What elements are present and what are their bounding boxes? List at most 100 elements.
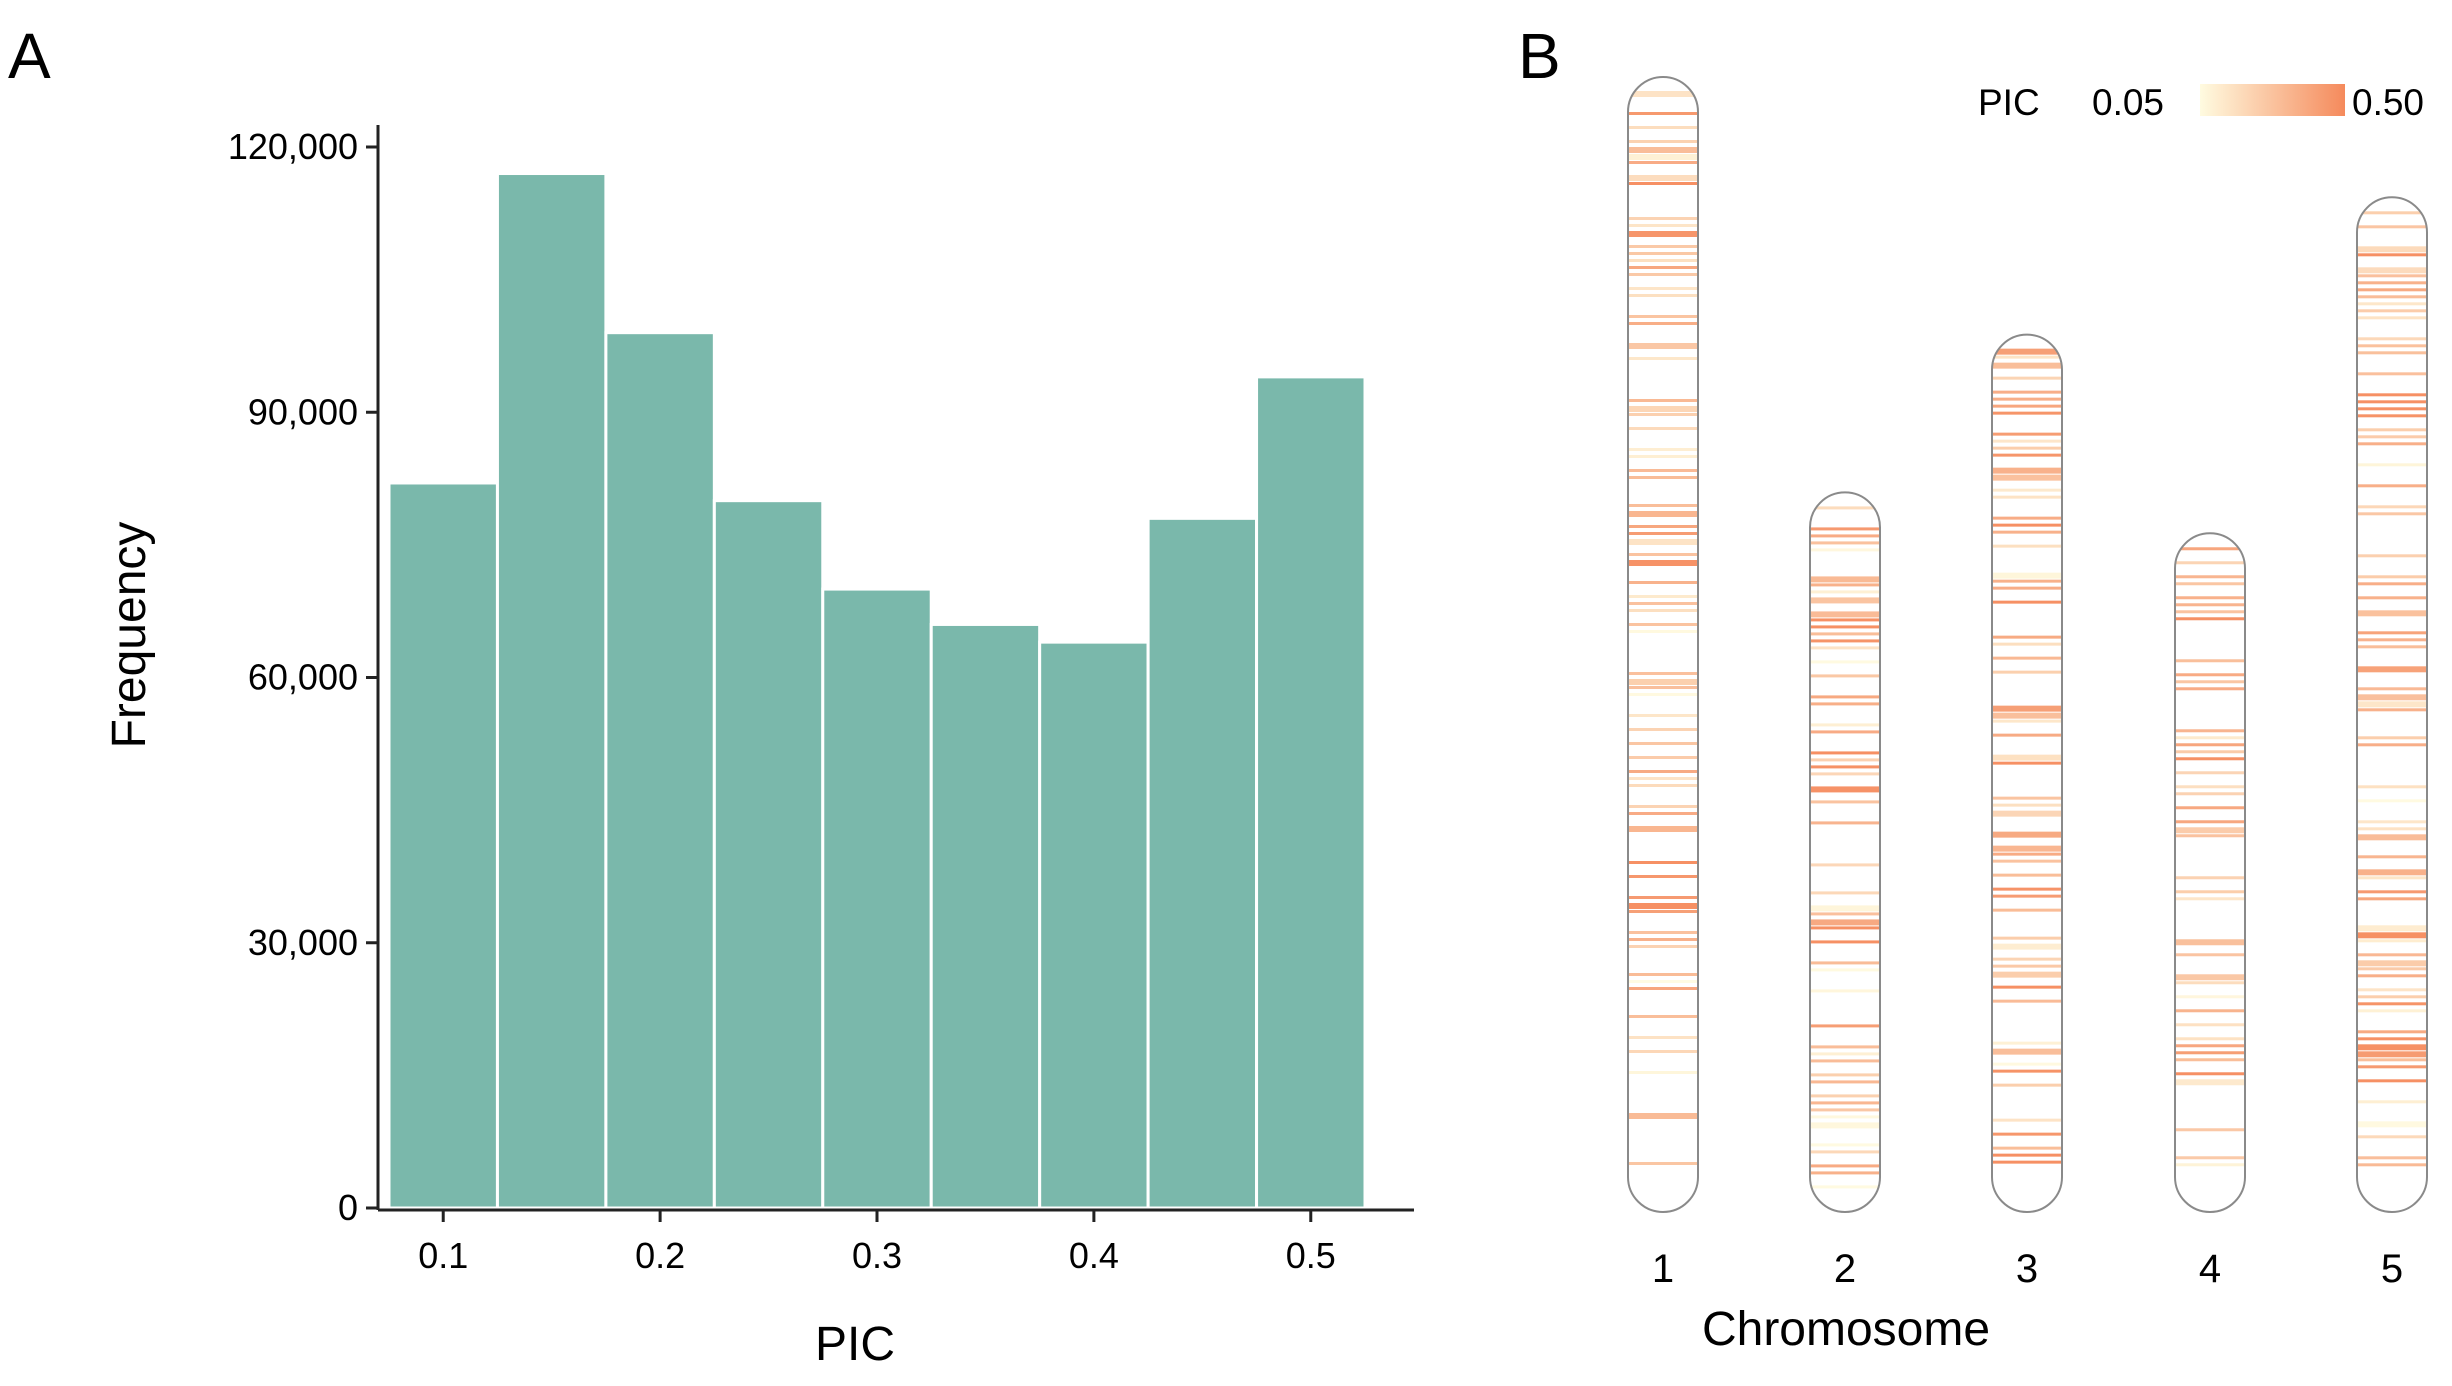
pic-band	[2357, 554, 2427, 558]
pic-band	[1992, 488, 2062, 492]
pic-band	[1992, 796, 2062, 800]
pic-band	[1810, 548, 1880, 552]
pic-band	[1628, 294, 1698, 297]
pic-band	[1810, 772, 1880, 776]
pic-band	[2357, 1009, 2427, 1013]
pic-band	[1810, 632, 1880, 636]
chromosome-3: 3	[1991, 333, 2063, 1291]
pic-band	[2357, 1156, 2427, 1160]
pic-band	[2175, 1023, 2245, 1027]
chromosome-outline	[1991, 333, 2063, 1213]
pic-band	[2175, 1058, 2245, 1062]
pic-band	[2357, 820, 2427, 824]
pic-band	[2357, 211, 2427, 215]
pic-band	[1628, 728, 1698, 731]
x-tick-label: 0.1	[418, 1235, 468, 1276]
pic-band	[1992, 1118, 2062, 1122]
pic-band	[1810, 919, 1880, 926]
pic-band	[1810, 1143, 1880, 1147]
pic-band	[1992, 1062, 2062, 1066]
pic-band	[2175, 1051, 2245, 1055]
chromosome-body	[2175, 533, 2245, 1212]
pic-band	[2357, 344, 2427, 348]
pic-band	[2357, 876, 2427, 880]
pic-band	[1810, 800, 1880, 804]
chromosome-2: 2	[1809, 491, 1881, 1291]
pic-band	[1628, 273, 1698, 276]
pic-band	[1992, 656, 2062, 660]
pic-band	[2175, 792, 2245, 796]
pic-band	[1992, 971, 2062, 978]
pic-band	[2357, 631, 2427, 635]
pic-band	[1628, 987, 1698, 990]
pic-band	[1992, 719, 2062, 723]
pic-band	[1628, 427, 1698, 430]
pic-band	[2175, 820, 2245, 824]
pic-band	[2357, 1030, 2427, 1034]
pic-band	[1992, 446, 2062, 450]
pic-band	[1628, 630, 1698, 633]
pic-band	[1810, 583, 1880, 587]
pic-legend: PIC 0.05 0.50	[1978, 82, 2424, 123]
pic-band	[1810, 1171, 1880, 1175]
pic-band	[1628, 973, 1698, 976]
pic-band	[1628, 826, 1698, 832]
pic-band	[1628, 252, 1698, 255]
pic-band	[2175, 610, 2245, 614]
pic-band	[2357, 274, 2427, 278]
pic-band	[2357, 267, 2427, 274]
pic-band	[1810, 534, 1880, 538]
pic-band	[1628, 896, 1698, 899]
y-tick-label: 60,000	[248, 657, 358, 698]
pic-band	[1810, 765, 1880, 769]
pic-band	[1992, 348, 2062, 355]
pic-band	[1992, 516, 2062, 520]
pic-band	[1992, 964, 2062, 968]
pic-band	[1810, 989, 1880, 993]
pic-band	[2357, 1058, 2427, 1062]
pic-band	[1628, 938, 1698, 941]
pic-band	[2357, 939, 2427, 943]
pic-band	[1992, 1146, 2062, 1150]
histogram-bar	[1146, 516, 1259, 1210]
legend-title: PIC	[1978, 82, 2040, 123]
pic-band	[1992, 712, 2062, 719]
pic-band	[1992, 474, 2062, 481]
pic-band	[1810, 1122, 1880, 1129]
pic-band	[2357, 743, 2427, 747]
pic-bands	[1810, 506, 1880, 1189]
pic-band	[2175, 757, 2245, 761]
pic-band	[2357, 225, 2427, 229]
pic-band	[1628, 399, 1698, 402]
pic-band	[1992, 761, 2062, 765]
pic-band	[1992, 586, 2062, 590]
pic-band	[2357, 1163, 2427, 1167]
pic-band	[1628, 910, 1698, 913]
pic-band	[1628, 182, 1698, 185]
x-tick-label: 0.5	[1286, 1235, 1336, 1276]
pic-band	[2175, 1163, 2245, 1167]
pic-band	[2175, 890, 2245, 894]
pic-band	[2357, 253, 2427, 257]
pic-band	[2175, 729, 2245, 733]
pic-band	[1810, 1115, 1880, 1119]
pic-band	[1628, 455, 1698, 458]
pic-band	[1992, 362, 2062, 369]
pic-band	[2357, 967, 2427, 971]
pic-band	[1992, 390, 2062, 394]
pic-band	[1992, 1041, 2062, 1045]
pic-band	[1628, 525, 1698, 528]
pic-band	[2357, 1121, 2427, 1128]
chromosome-label: 2	[1834, 1247, 1856, 1291]
pic-band	[2357, 372, 2427, 376]
legend-min-label: 0.05	[2092, 82, 2164, 123]
pic-band	[1628, 1050, 1698, 1053]
pic-band	[1992, 908, 2062, 912]
pic-band	[1628, 609, 1698, 612]
pic-band	[1628, 602, 1698, 605]
pic-band	[2175, 575, 2245, 579]
pic-band	[1628, 931, 1698, 934]
pic-band	[1992, 411, 2062, 415]
pic-band	[2357, 666, 2427, 673]
